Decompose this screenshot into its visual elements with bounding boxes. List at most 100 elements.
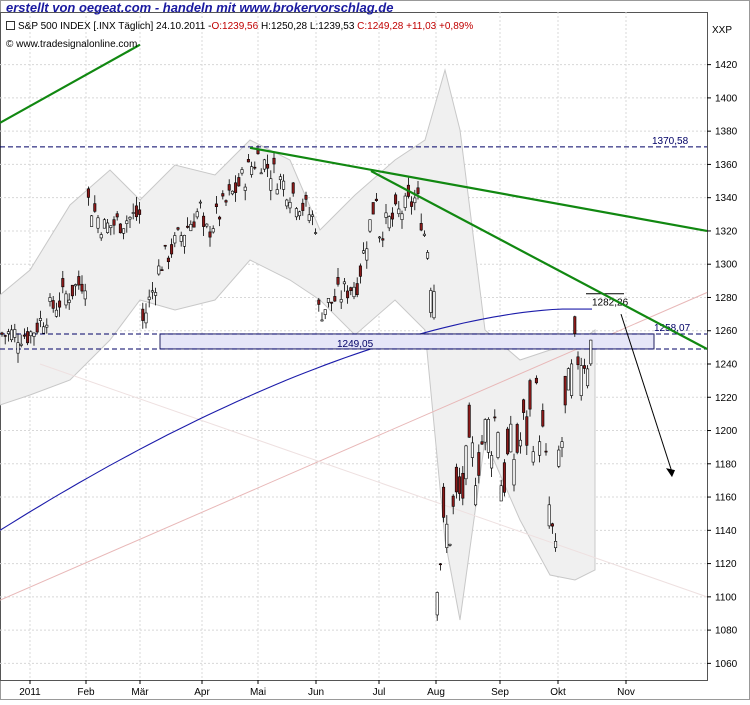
candle-body [390, 212, 394, 220]
candle-body [163, 244, 167, 247]
candle-body [253, 166, 257, 169]
x-tick-label: Feb [77, 687, 95, 698]
y-tick-label: 1080 [715, 626, 738, 637]
candle-body [112, 219, 116, 226]
faint-trend-line-2 [39, 363, 708, 598]
candle-body [157, 265, 161, 275]
candle-body [550, 523, 554, 527]
candle-body [106, 222, 110, 233]
candle-body [77, 276, 81, 286]
candle-body [83, 290, 87, 300]
candle-body [205, 223, 209, 227]
y-tick-label: 1400 [715, 93, 738, 104]
candle-body [99, 234, 103, 239]
candle-body [451, 495, 455, 507]
candle-body [211, 228, 215, 233]
candle-body [304, 195, 308, 200]
x-tick-label: Apr [194, 687, 210, 698]
candle-body [365, 248, 369, 261]
candle-body [237, 177, 241, 187]
candle-body [458, 476, 462, 494]
candle-body [371, 202, 375, 215]
y-tick-label: 1220 [715, 393, 738, 404]
candle-body [515, 424, 519, 453]
quote-high: H:1250,28 [260, 21, 308, 32]
candle-body [378, 236, 382, 239]
candle-body [70, 284, 74, 297]
projection-arrow [620, 313, 673, 473]
candle-body [13, 329, 17, 338]
candle-body [525, 416, 529, 446]
candle-body [275, 189, 279, 195]
level-label-1370: 1370,58 [652, 136, 689, 147]
candle-body [490, 455, 494, 469]
candle-body [147, 296, 151, 300]
candle-body [176, 227, 180, 230]
candle-body [320, 319, 324, 322]
candle-body [480, 441, 484, 445]
x-tick-label: Aug [427, 687, 445, 698]
candle-body [509, 423, 513, 453]
candle-body [477, 452, 481, 476]
candle-body [454, 466, 458, 493]
candle-body [573, 316, 577, 335]
candle-body [333, 296, 337, 302]
candle-body [128, 216, 132, 220]
candle-body [198, 201, 202, 204]
x-tick-label: Jun [308, 687, 324, 698]
candle-body [125, 220, 129, 224]
candle-body [256, 149, 260, 155]
x-tick-label: Mai [250, 687, 266, 698]
y-tick-label: 1140 [715, 526, 737, 537]
candle-body [512, 459, 516, 486]
candle-body [355, 283, 359, 295]
candle-body [109, 225, 113, 228]
candle-body [243, 186, 247, 191]
candle-body [586, 368, 590, 387]
x-tick-label: Nov [617, 687, 635, 698]
y-tick-label: 1380 [715, 127, 738, 138]
candle-body [579, 365, 583, 396]
y-tick-label: 1260 [715, 326, 738, 337]
candle-body [202, 215, 206, 227]
candle-body [262, 159, 266, 170]
quote-open: O:1239,56 [211, 21, 259, 32]
candle-body [208, 231, 212, 238]
candle-body [298, 211, 302, 217]
candle-body [554, 541, 558, 549]
moving-average-line [0, 308, 592, 531]
candle-body [144, 312, 148, 324]
trend-line [0, 43, 141, 124]
y-tick-label: 1060 [715, 659, 738, 670]
candle-body [35, 322, 39, 333]
y-tick-label: 1180 [715, 459, 737, 470]
candle-body [186, 225, 190, 228]
candle-body [246, 159, 250, 163]
candle-body [138, 209, 142, 215]
candle-body [80, 283, 84, 292]
candle-body [429, 290, 433, 313]
candle-body [563, 375, 567, 406]
candle-body [29, 331, 33, 337]
candle-body [195, 211, 199, 218]
y-tick-label: 1100 [715, 592, 737, 603]
candle-body [19, 343, 23, 346]
candle-body [381, 238, 385, 241]
y-tick-label: 1200 [715, 426, 738, 437]
candle-body [93, 203, 97, 212]
candle-body [566, 368, 570, 391]
candle-body [58, 300, 62, 308]
candle-body [285, 199, 289, 207]
candle-body [224, 200, 228, 203]
candle-body [576, 356, 580, 366]
candle-body [38, 318, 42, 321]
candle-body [336, 277, 340, 285]
x-tick-label: Sep [491, 687, 509, 698]
candle-body [269, 178, 273, 191]
candle-body [326, 298, 330, 303]
candle-body [339, 299, 343, 303]
candle-body [502, 462, 506, 493]
candle-body [294, 208, 298, 218]
candle-body [531, 451, 535, 463]
candle-body [218, 216, 222, 220]
